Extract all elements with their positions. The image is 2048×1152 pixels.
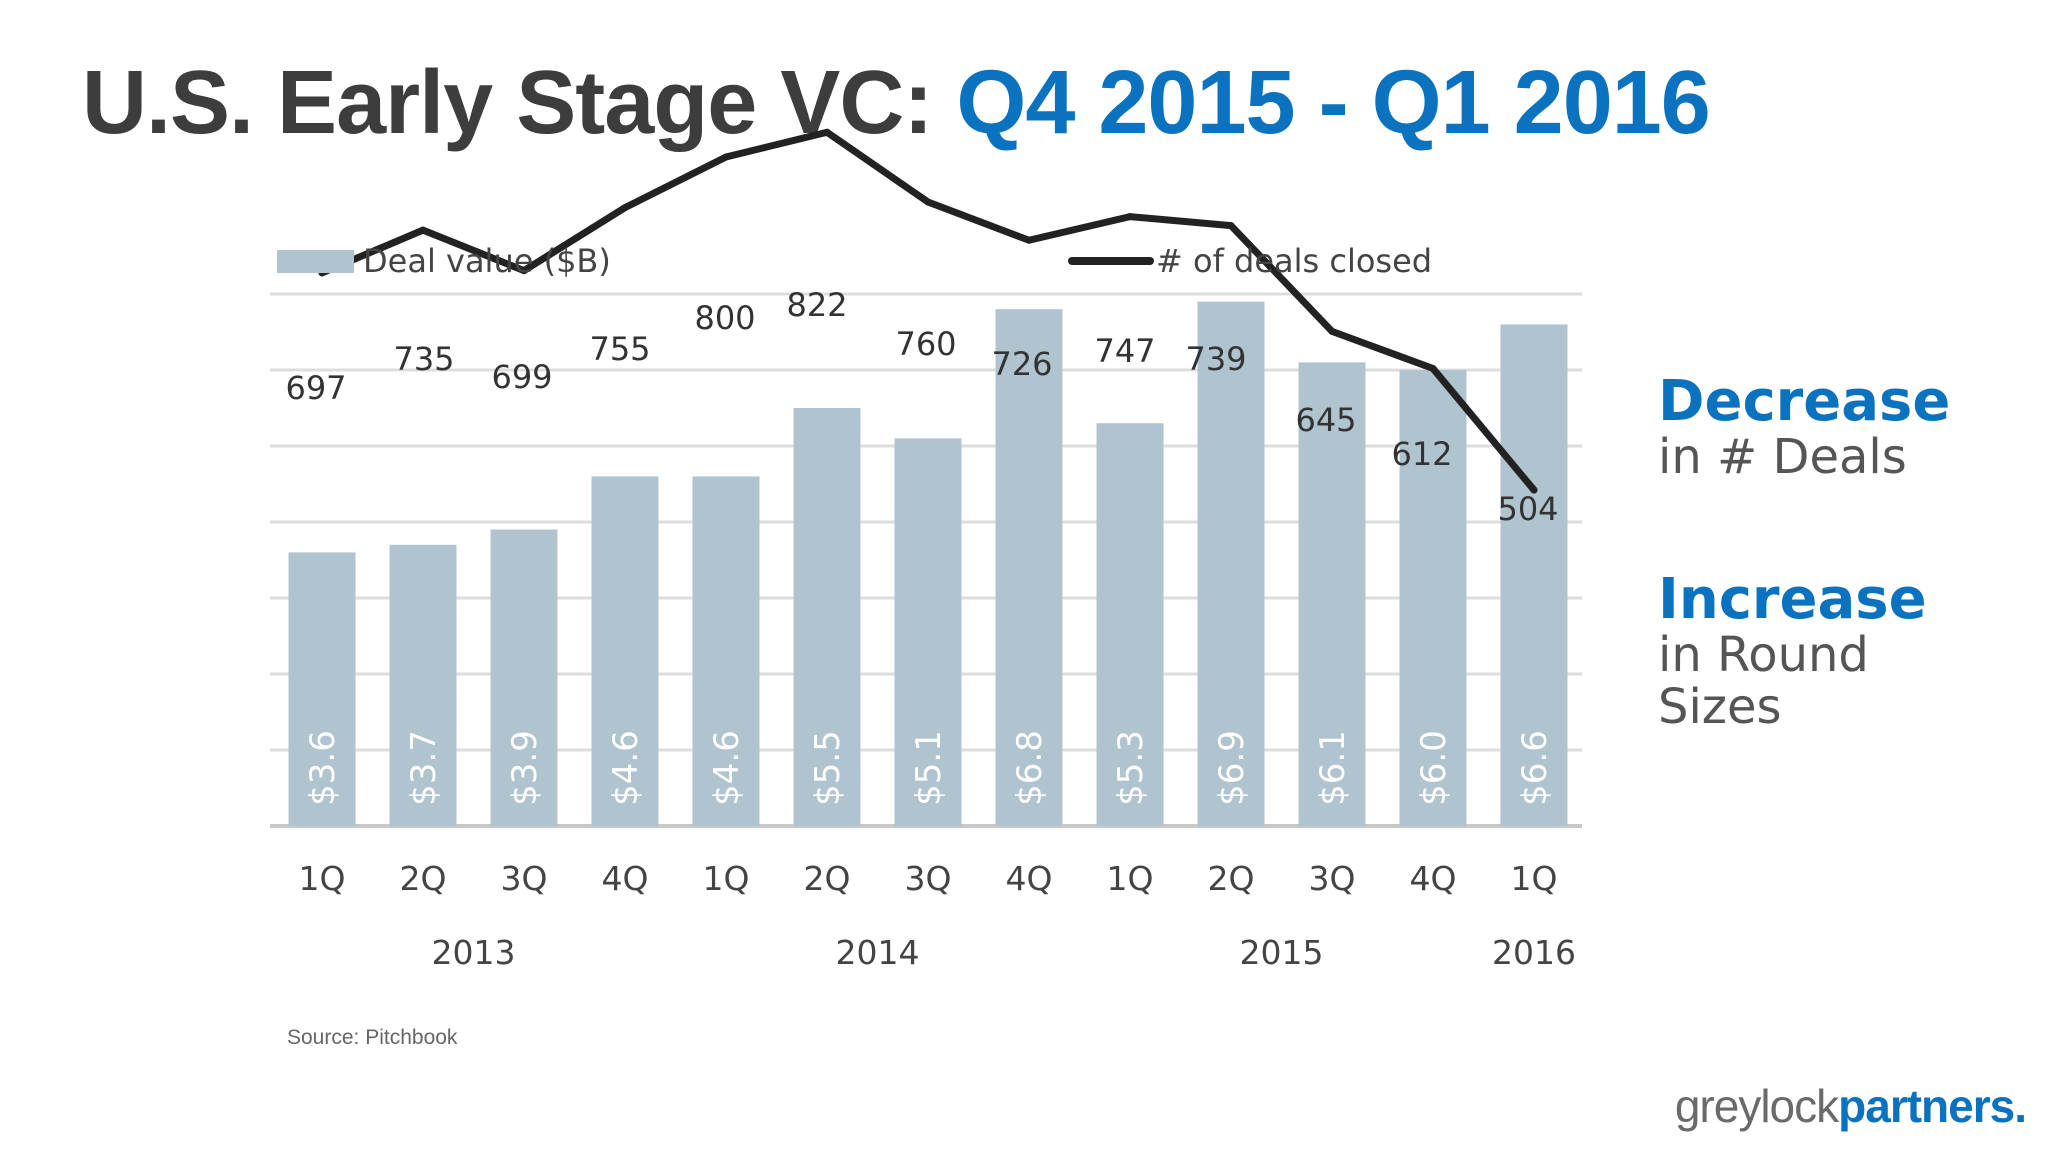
bar [894,438,962,826]
bar [692,476,760,826]
bar [995,309,1063,826]
bar [490,529,558,826]
callout-increase: Increase in Round Sizes [1658,567,1927,736]
bar-value-label: $5.1 [909,730,949,806]
callout-increase-head: Increase [1658,567,1927,632]
bar [1500,324,1568,826]
bar-value-label: $3.9 [505,730,545,806]
legend: Deal value ($B) # of deals closed [277,242,1432,280]
legend-bar-label: Deal value ($B) [363,242,611,280]
deals-value-label: 735 [393,340,454,378]
x-tick-label: 4Q [1410,859,1457,898]
deals-value-label: 645 [1295,401,1356,439]
deals-point [621,204,629,212]
line-series [318,128,1538,494]
x-axis: 1Q 2Q 3Q 4Q 1Q 2Q 3Q 4Q 1Q 2Q 3Q 4Q 1Q 2013 2014 2015 20… [299,859,1576,972]
bar [1399,370,1467,826]
bar [591,476,659,826]
deals-point [1328,327,1336,335]
page-title: U.S. Early Stage VC: Q4 2015 - Q1 2016 [82,58,1711,148]
x-group-label: 2014 [836,933,920,972]
callout-increase-line-1: in Round [1658,627,1869,684]
deals-point [1126,213,1134,221]
x-tick-label: 1Q [1107,859,1154,898]
x-group-label: 2016 [1492,933,1576,972]
bar-value-label: $6.1 [1313,730,1353,806]
deals-point [419,226,427,234]
callout-increase-line-2: Sizes [1658,679,1782,736]
x-tick-label: 2Q [400,859,447,898]
deals-value-label: 726 [991,345,1052,383]
x-tick-label: 3Q [905,859,952,898]
deals-value-label: 504 [1497,490,1558,528]
bar [793,408,861,826]
bar [389,544,457,826]
x-tick-label: 4Q [1006,859,1053,898]
deals-value-label: 760 [895,325,956,363]
deals-value-label: 755 [589,330,650,368]
deals-point [1429,365,1437,372]
x-group-label: 2015 [1240,933,1324,972]
x-tick-label: 1Q [299,859,346,898]
callout-decrease-line: in # Deals [1658,429,1907,486]
bar-series [288,301,1568,827]
deals-value-label: 747 [1094,332,1155,370]
bar-value-label: $3.7 [404,730,444,806]
x-tick-label: 2Q [804,859,851,898]
bar-value-label: $5.5 [808,730,848,806]
deals-point [1227,222,1235,230]
bar [1298,362,1366,826]
x-tick-label: 1Q [1511,859,1558,898]
callout-decrease: Decrease in # Deals [1658,369,1951,486]
bar [1197,301,1265,827]
company-logo: greylockpartners. [1674,1080,2027,1132]
bar-value-label: $6.9 [1212,730,1252,806]
deals-point [520,267,528,275]
x-tick-label: 4Q [602,859,649,898]
deals-point [1025,236,1033,244]
bar-value-label: $5.3 [1111,730,1151,806]
legend-line-label: # of deals closed [1156,242,1432,280]
logo-part-1: greylock [1674,1080,1839,1132]
bar-value-label: $3.6 [303,730,343,806]
deals-point [823,128,831,136]
x-tick-label: 2Q [1208,859,1255,898]
bar-value-label: $6.0 [1414,730,1454,806]
bar-value-label: $4.6 [606,730,646,806]
deals-value-label: 699 [491,358,552,396]
x-tick-label: 3Q [501,859,548,898]
deals-value-label: 697 [285,369,346,407]
title-main: U.S. Early Stage VC: [82,53,933,153]
legend-bar-swatch [277,250,354,273]
deals-value-label: 612 [1391,435,1452,473]
source-note: Source: Pitchbook [287,1026,458,1049]
bar [288,552,356,826]
x-tick-label: 3Q [1309,859,1356,898]
title-accent: Q4 2015 - Q1 2016 [956,53,1711,153]
deals-value-label: 739 [1185,340,1246,378]
x-tick-label: 1Q [703,859,750,898]
deals-point [722,153,730,161]
logo-part-2: partners. [1838,1080,2027,1132]
bar [1096,423,1164,826]
callout-decrease-head: Decrease [1658,369,1951,434]
deals-point [924,198,932,206]
data-labels: $3.6 $3.7 $3.9 $4.6 $4.6 $5.5 $5.1 $6.8 $5.3 $6.9… [285,286,1558,806]
deals-value-label: 822 [786,286,847,324]
bar-value-label: $4.6 [707,730,747,806]
bar-value-label: $6.6 [1515,730,1555,806]
x-group-label: 2013 [432,933,516,972]
deals-value-label: 800 [694,299,755,337]
bar-value-label: $6.8 [1010,730,1050,806]
deals-point [1530,486,1538,494]
